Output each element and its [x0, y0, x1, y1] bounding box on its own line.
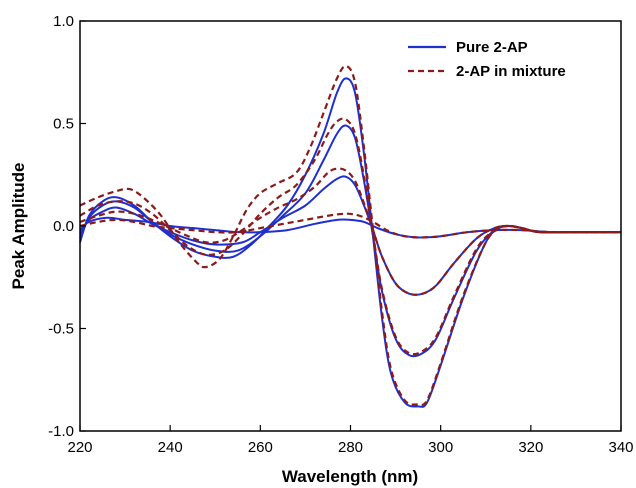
y-tick-label: -1.0	[48, 423, 74, 440]
y-tick-label: 0.5	[53, 116, 74, 133]
series-lines	[79, 64, 622, 408]
x-tick-label: 240	[158, 439, 183, 456]
series-line-mixture-1	[79, 64, 621, 406]
legend: Pure 2-AP 2-AP in mixture	[408, 39, 566, 80]
series-line-pure-3	[79, 175, 621, 296]
axis-ticks: 220 240 260 280 300 320 340 -1.0 -0.5 0.0 0.5 1.0	[48, 13, 633, 456]
x-tick-label: 220	[67, 439, 92, 456]
series-line-pure-2	[79, 124, 621, 358]
x-tick-label: 340	[608, 439, 633, 456]
series-line-mixture-3	[79, 167, 621, 296]
series-line-mixture-4	[79, 212, 622, 239]
x-tick-label: 260	[248, 439, 273, 456]
x-tick-label: 300	[428, 439, 453, 456]
y-tick-label: -0.5	[48, 321, 74, 338]
legend-label-pure: Pure 2-AP	[456, 39, 528, 56]
x-axis-title: Wavelength (nm)	[282, 467, 418, 486]
series-line-mixture-2	[79, 117, 621, 356]
x-tick-label: 280	[338, 439, 363, 456]
series-line-pure-4	[79, 216, 622, 239]
x-tick-label: 320	[518, 439, 543, 456]
y-tick-label: 1.0	[53, 13, 74, 30]
legend-label-mixture: 2-AP in mixture	[456, 63, 566, 80]
y-axis-title: Peak Amplitude	[9, 163, 28, 290]
y-tick-label: 0.0	[53, 218, 74, 235]
